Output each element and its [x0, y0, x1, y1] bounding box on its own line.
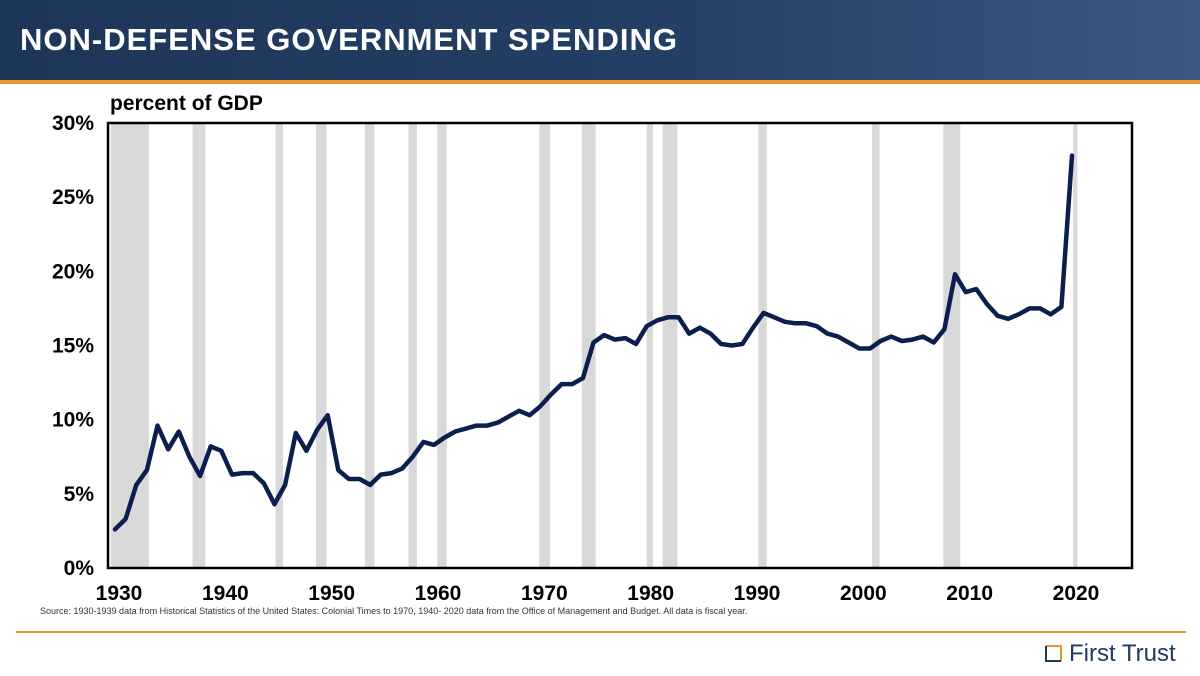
x-tick-label: 1990 — [734, 582, 781, 605]
y-tick-label: 20% — [52, 260, 94, 283]
recession-band — [364, 123, 375, 568]
recession-band — [581, 123, 596, 568]
recession-band — [539, 123, 550, 568]
logo-mark-icon — [1045, 645, 1062, 662]
header-divider — [0, 80, 1200, 84]
recession-bands — [110, 123, 1078, 568]
recession-band — [275, 123, 284, 568]
x-tick-label: 1930 — [96, 582, 143, 605]
x-tick-label: 1970 — [521, 582, 568, 605]
x-tick-label: 2000 — [840, 582, 887, 605]
x-tick-label: 1940 — [202, 582, 249, 605]
x-tick-label: 1960 — [415, 582, 462, 605]
source-note: Source: 1930-1939 data from Historical S… — [40, 606, 748, 616]
x-tick-label: 1980 — [627, 582, 674, 605]
y-tick-labels: 0% 5% 10% 15% 20% 25% 30% — [52, 112, 94, 580]
recession-band — [943, 123, 961, 568]
y-tick-label: 15% — [52, 335, 94, 358]
y-tick-label: 30% — [52, 112, 94, 135]
recession-band — [662, 123, 678, 568]
recession-band — [192, 123, 206, 568]
recession-band — [646, 123, 654, 568]
series-lines — [112, 153, 1075, 532]
recession-band — [1073, 123, 1078, 568]
header-bar: NON-DEFENSE GOVERNMENT SPENDING — [0, 0, 1200, 80]
y-tick-label: 0% — [64, 557, 95, 580]
series-line — [112, 153, 1075, 532]
page-title: NON-DEFENSE GOVERNMENT SPENDING — [20, 22, 678, 57]
x-tick-label: 2010 — [946, 582, 993, 605]
recession-band — [437, 123, 447, 568]
footer-divider — [16, 631, 1186, 633]
line-chart: 0% 5% 10% 15% 20% 25% 30% 1930 1940 1950 1960 1970… — [52, 112, 1134, 605]
y-tick-label: 25% — [52, 186, 94, 209]
recession-band — [408, 123, 417, 568]
y-axis-label: percent of GDP — [110, 92, 263, 115]
x-tick-labels: 1930 1940 1950 1960 1970 1980 1990 2000 2010 2020 — [96, 582, 1100, 605]
recession-band — [315, 123, 327, 568]
x-tick-label: 2020 — [1053, 582, 1100, 605]
recession-band — [110, 123, 150, 568]
y-tick-label: 5% — [64, 483, 95, 506]
y-tick-label: 10% — [52, 409, 94, 432]
recession-band — [758, 123, 767, 568]
logo-text: First Trust — [1069, 640, 1176, 667]
plot-frame — [106, 121, 1134, 570]
x-tick-label: 1950 — [308, 582, 355, 605]
